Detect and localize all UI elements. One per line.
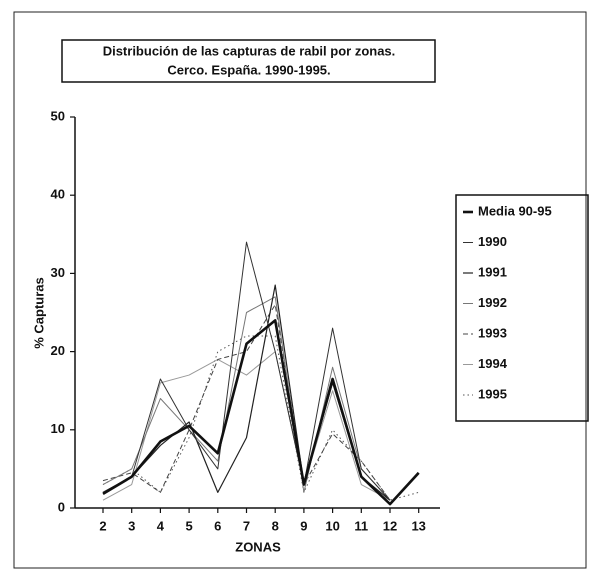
y-tick-label: 40 — [51, 187, 65, 202]
x-axis-label: ZONAS — [235, 539, 281, 554]
legend-label: 1990 — [478, 234, 507, 249]
chart-title: Cerco. España. 1990-1995. — [167, 62, 330, 77]
legend-label: 1995 — [478, 386, 507, 401]
x-tick-label: 5 — [185, 518, 192, 533]
x-tick-label: 3 — [128, 518, 135, 533]
title-box — [61, 39, 436, 83]
series-line — [102, 304, 391, 501]
x-tick-label: 13 — [411, 518, 425, 533]
series-line — [102, 319, 420, 506]
legend-label: 1994 — [478, 356, 508, 371]
x-tick-label: 2 — [99, 518, 106, 533]
series-line — [102, 335, 419, 501]
y-axis-label: % Capturas — [31, 277, 46, 349]
x-tick-label: 10 — [325, 518, 339, 533]
series-line — [102, 296, 391, 501]
y-tick-label: 0 — [58, 499, 65, 514]
x-tick-label: 12 — [383, 518, 397, 533]
legend-label: Media 90-95 — [478, 203, 552, 218]
series-line — [102, 284, 391, 501]
y-tick-label: 50 — [51, 108, 65, 123]
x-tick-label: 4 — [157, 518, 165, 533]
x-tick-label: 8 — [272, 518, 279, 533]
y-tick-label: 20 — [51, 343, 65, 358]
legend-label: 1992 — [478, 295, 507, 310]
series-line — [102, 351, 391, 501]
y-tick-label: 30 — [51, 265, 65, 280]
legend-label: 1991 — [478, 264, 507, 279]
legend-label: 1993 — [478, 325, 507, 340]
x-tick-label: 6 — [214, 518, 221, 533]
legend-box — [455, 194, 589, 422]
chart-title: Distribución de las capturas de rabil po… — [103, 43, 396, 58]
series-line — [102, 241, 391, 501]
x-tick-label: 7 — [243, 518, 250, 533]
x-tick-label: 9 — [300, 518, 307, 533]
frame — [13, 11, 587, 569]
y-tick-label: 10 — [51, 421, 65, 436]
x-tick-label: 11 — [354, 518, 368, 533]
